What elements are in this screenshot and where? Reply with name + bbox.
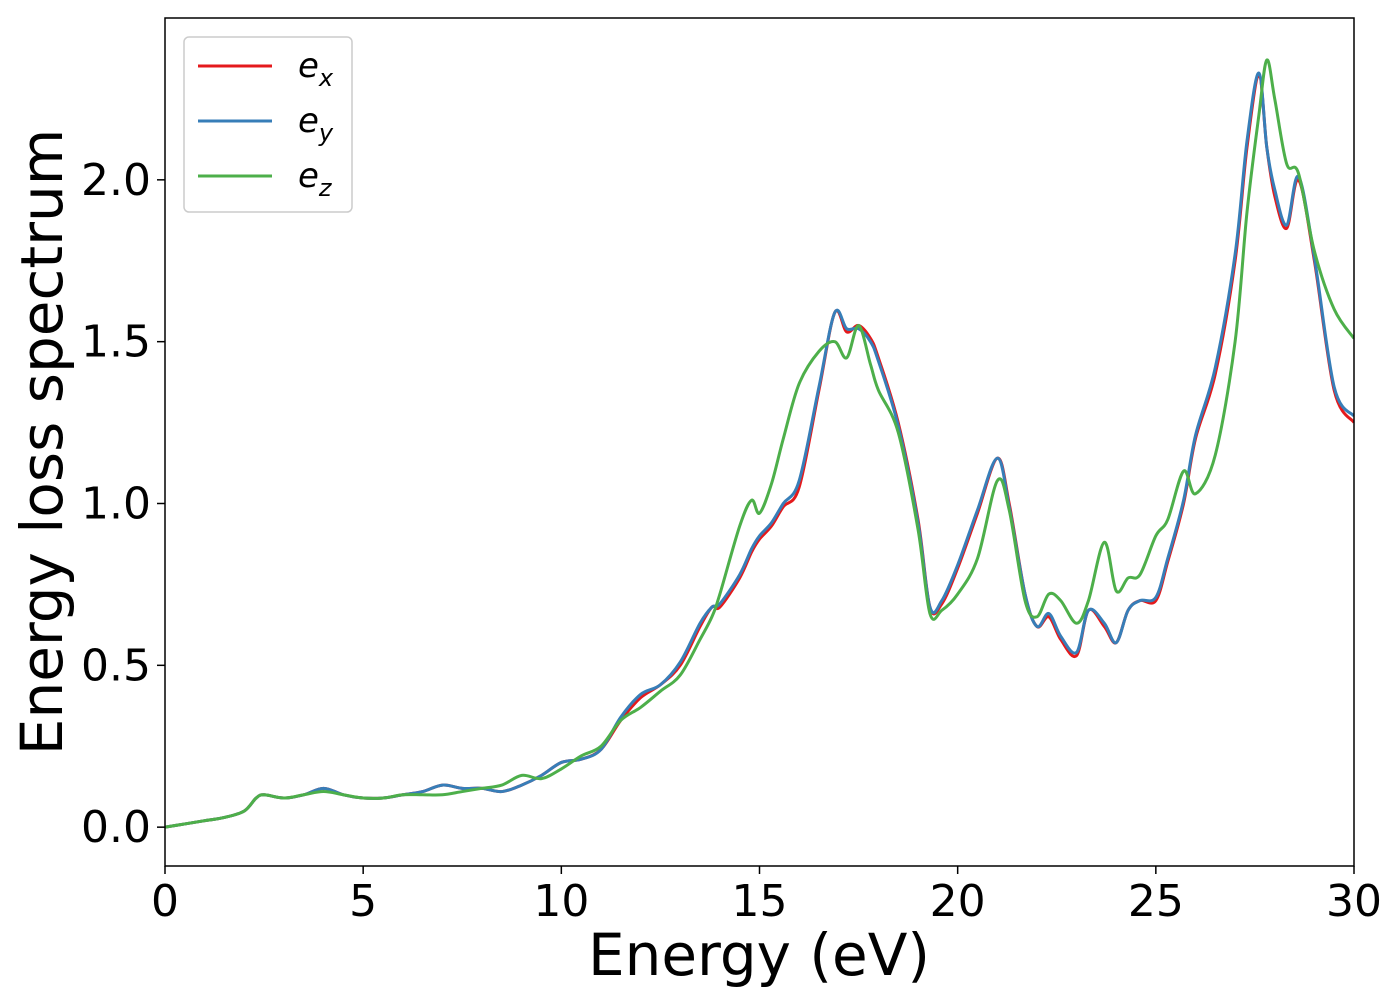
x-axis-ticks: 0 5 10 15 20 25 30 [151,866,1382,927]
legend-label-subscript: z [318,174,333,202]
legend-label-base: e [298,156,319,196]
series-layer [165,58,1354,829]
x-tick-label: 10 [533,876,589,927]
y-axis-title: Energy loss spectrum [8,129,76,755]
x-tick-label: 25 [1128,876,1184,927]
x-tick-label: 0 [151,876,179,927]
x-tick-label: 5 [349,876,377,927]
legend-label-subscript: x [318,64,334,92]
y-axis-ticks: 0.0 0.5 1.0 1.5 2.0 [81,155,165,853]
legend-label-ex: ex [298,46,334,92]
y-tick-label: 1.0 [81,478,151,529]
legend-label-base: e [298,46,319,86]
x-axis-title: Energy (eV) [588,921,930,989]
x-tick-label: 20 [930,876,986,927]
y-tick-label: 2.0 [81,155,151,206]
legend-box [183,36,353,213]
plot-area [165,18,1354,866]
y-tick-label: 0.0 [81,802,151,853]
legend-label-subscript: y [318,119,334,147]
legend-label-ez: ez [298,156,333,202]
x-tick-label: 30 [1326,876,1382,927]
legend-label-ey: ey [298,101,334,147]
legend-label-base: e [298,101,319,141]
x-tick-label: 15 [732,876,788,927]
series-line-ez [165,58,1354,829]
y-tick-label: 0.5 [81,640,151,691]
y-tick-label: 1.5 [81,317,151,368]
